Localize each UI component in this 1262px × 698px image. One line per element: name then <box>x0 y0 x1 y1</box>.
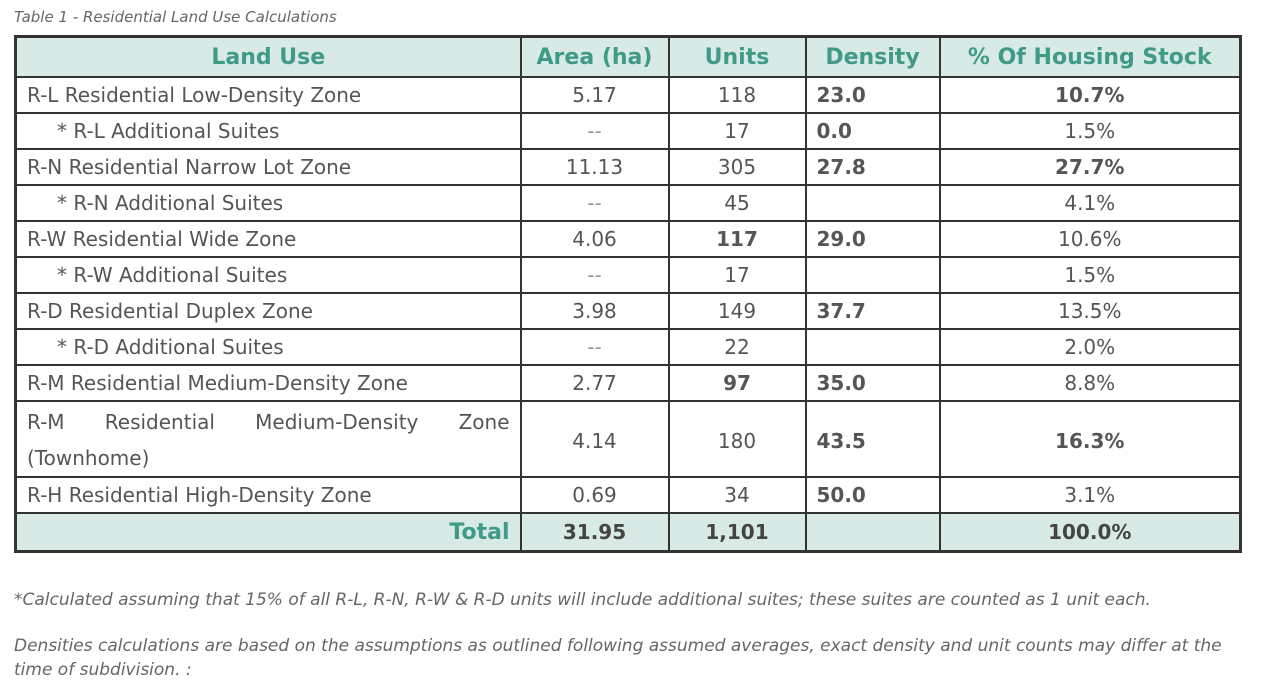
densities-note: Densities calculations are based on the … <box>14 636 1222 680</box>
total-density <box>804 512 941 553</box>
density-cell <box>804 256 941 294</box>
units-cell: 149 <box>667 292 807 330</box>
table-row: R-M Residential Medium-Density Zone (Tow… <box>14 400 1242 478</box>
land-use-cell: R-D Residential Duplex Zone <box>14 292 522 330</box>
density-cell <box>804 184 941 222</box>
area-cell: 2.77 <box>519 364 670 402</box>
units-cell: 97 <box>667 364 807 402</box>
land-use-cell: * R-W Additional Suites <box>14 256 522 294</box>
total-row: Total 31.95 1,101 100.0% <box>14 512 1242 553</box>
header-housing-stock: % Of Housing Stock <box>938 35 1242 78</box>
area-cell: -- <box>519 112 670 150</box>
pct-cell: 1.5% <box>938 112 1242 150</box>
area-cell: 4.14 <box>519 400 670 478</box>
area-cell: -- <box>519 256 670 294</box>
area-cell: 3.98 <box>519 292 670 330</box>
pct-cell: 13.5% <box>938 292 1242 330</box>
pct-cell: 27.7% <box>938 148 1242 186</box>
header-land-use: Land Use <box>14 35 522 78</box>
area-cell: -- <box>519 184 670 222</box>
area-cell: 11.13 <box>519 148 670 186</box>
area-cell: -- <box>519 328 670 366</box>
pct-cell: 3.1% <box>938 476 1242 514</box>
units-cell: 118 <box>667 76 807 114</box>
pct-cell: 8.8% <box>938 364 1242 402</box>
units-cell: 117 <box>667 220 807 258</box>
table-row: * R-L Additional Suites -- 17 0.0 1.5% <box>14 112 1242 150</box>
pct-cell: 4.1% <box>938 184 1242 222</box>
units-cell: 305 <box>667 148 807 186</box>
table-row: R-N Residential Narrow Lot Zone 11.13 30… <box>14 148 1242 186</box>
table-row: R-M Residential Medium-Density Zone 2.77… <box>14 364 1242 402</box>
land-use-cell: * R-L Additional Suites <box>14 112 522 150</box>
table-row: R-L Residential Low-Density Zone 5.17 11… <box>14 76 1242 114</box>
land-use-cell: * R-D Additional Suites <box>14 328 522 366</box>
density-cell <box>804 328 941 366</box>
table-row: R-D Residential Duplex Zone 3.98 149 37.… <box>14 292 1242 330</box>
density-cell: 27.8 <box>804 148 941 186</box>
total-pct: 100.0% <box>938 512 1242 553</box>
land-use-cell: R-W Residential Wide Zone <box>14 220 522 258</box>
pct-cell: 2.0% <box>938 328 1242 366</box>
total-label: Total <box>14 512 522 553</box>
total-area: 31.95 <box>519 512 670 553</box>
density-cell: 23.0 <box>804 76 941 114</box>
pct-cell: 16.3% <box>938 400 1242 478</box>
table-caption: Table 1 - Residential Land Use Calculati… <box>14 8 337 26</box>
area-cell: 4.06 <box>519 220 670 258</box>
density-cell: 43.5 <box>804 400 941 478</box>
units-cell: 34 <box>667 476 807 514</box>
land-use-cell: R-N Residential Narrow Lot Zone <box>14 148 522 186</box>
header-density: Density <box>804 35 941 78</box>
area-cell: 5.17 <box>519 76 670 114</box>
pct-cell: 10.6% <box>938 220 1242 258</box>
area-cell: 0.69 <box>519 476 670 514</box>
density-cell: 50.0 <box>804 476 941 514</box>
table-row: * R-D Additional Suites -- 22 2.0% <box>14 328 1242 366</box>
density-cell: 0.0 <box>804 112 941 150</box>
density-cell: 37.7 <box>804 292 941 330</box>
units-cell: 17 <box>667 256 807 294</box>
land-use-table: Land Use Area (ha) Units Density % Of Ho… <box>14 35 1242 553</box>
units-cell: 22 <box>667 328 807 366</box>
land-use-cell: R-M Residential Medium-Density Zone (Tow… <box>14 400 522 478</box>
header-area: Area (ha) <box>519 35 670 78</box>
total-units: 1,101 <box>667 512 807 553</box>
pct-cell: 10.7% <box>938 76 1242 114</box>
density-cell: 35.0 <box>804 364 941 402</box>
land-use-cell: R-M Residential Medium-Density Zone <box>14 364 522 402</box>
density-cell: 29.0 <box>804 220 941 258</box>
land-use-cell: * R-N Additional Suites <box>14 184 522 222</box>
table-row: * R-W Additional Suites -- 17 1.5% <box>14 256 1242 294</box>
header-units: Units <box>667 35 807 78</box>
land-use-cell: R-L Residential Low-Density Zone <box>14 76 522 114</box>
table-row: * R-N Additional Suites -- 45 4.1% <box>14 184 1242 222</box>
land-use-cell: R-H Residential High-Density Zone <box>14 476 522 514</box>
units-cell: 45 <box>667 184 807 222</box>
units-cell: 180 <box>667 400 807 478</box>
table-row: R-H Residential High-Density Zone 0.69 3… <box>14 476 1242 514</box>
table-row: R-W Residential Wide Zone 4.06 117 29.0 … <box>14 220 1242 258</box>
suites-footnote: *Calculated assuming that 15% of all R-L… <box>14 590 1151 610</box>
header-row: Land Use Area (ha) Units Density % Of Ho… <box>14 35 1242 78</box>
units-cell: 17 <box>667 112 807 150</box>
pct-cell: 1.5% <box>938 256 1242 294</box>
